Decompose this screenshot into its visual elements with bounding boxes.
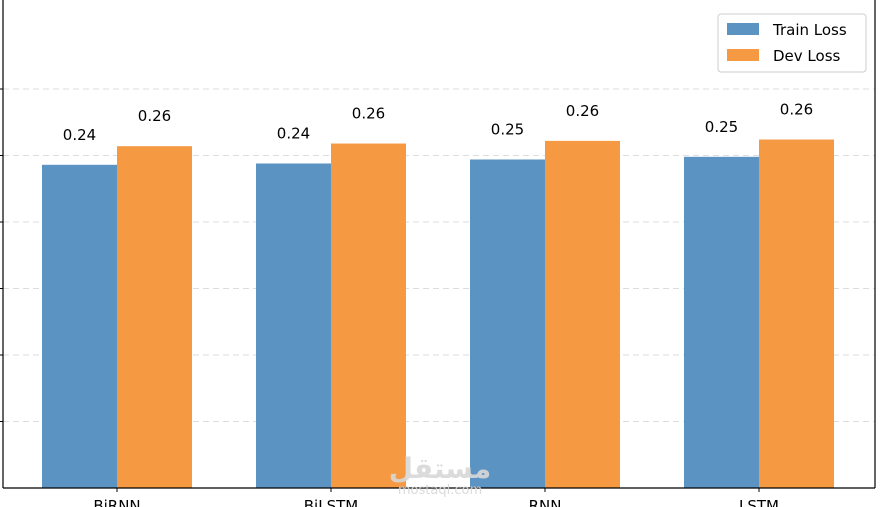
legend-swatch-dev	[727, 49, 759, 61]
bar-train-loss-lstm	[684, 156, 759, 488]
watermark-text: مستقل	[389, 452, 491, 485]
x-tick-label: LSTM	[739, 497, 779, 507]
data-label-dev-loss-rnn: 0.26	[566, 102, 599, 120]
data-label-train-loss-birnn: 0.24	[63, 126, 96, 144]
x-tick-label: BiLSTM	[304, 497, 358, 507]
x-ticks: BiRNN BiLSTM RNN LSTM	[93, 488, 779, 507]
data-label-dev-loss-birnn: 0.26	[138, 107, 171, 125]
data-label-train-loss-lstm: 0.25	[705, 118, 738, 136]
legend-label-dev: Dev Loss	[773, 47, 841, 65]
bar-dev-loss-bilstm	[331, 143, 406, 488]
legend: Train Loss Dev Loss	[717, 13, 867, 73]
watermark-subtext: mostaql.com	[398, 483, 482, 498]
bars	[42, 139, 834, 489]
bar-train-loss-birnn	[42, 164, 117, 488]
data-label-train-loss-bilstm: 0.24	[277, 124, 310, 142]
bar-dev-loss-rnn	[545, 140, 620, 488]
legend-label-train: Train Loss	[772, 21, 847, 39]
y-ticks	[0, 88, 3, 422]
bar-dev-loss-lstm	[759, 139, 834, 489]
data-label-dev-loss-bilstm: 0.26	[352, 105, 385, 123]
legend-swatch-train	[727, 23, 759, 35]
axes	[2, 0, 876, 489]
bar-train-loss-rnn	[470, 159, 545, 489]
watermark: مستقل mostaql.com	[389, 452, 491, 498]
x-tick-label: BiRNN	[93, 497, 140, 507]
x-tick-label: RNN	[529, 497, 562, 507]
data-label-dev-loss-lstm: 0.26	[780, 101, 813, 119]
bar-dev-loss-birnn	[117, 146, 192, 488]
data-labels: 0.24 0.26 0.24 0.26 0.25 0.26 0.25 0.26	[63, 101, 813, 144]
data-label-train-loss-rnn: 0.25	[491, 120, 524, 138]
bar-train-loss-bilstm	[256, 163, 331, 489]
